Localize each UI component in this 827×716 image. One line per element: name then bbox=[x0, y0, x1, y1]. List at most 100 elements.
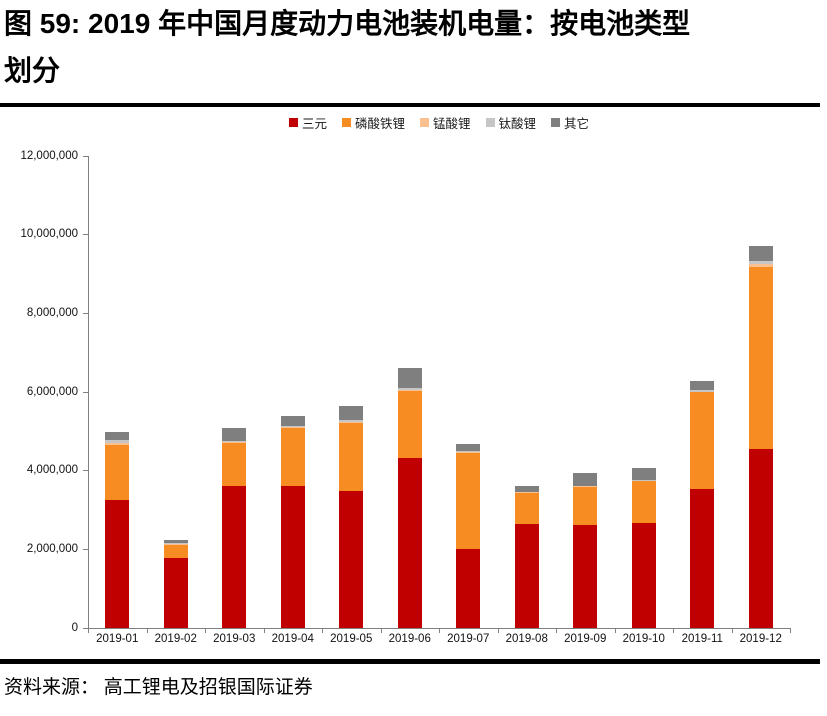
bar-2019-08 bbox=[514, 486, 539, 628]
x-axis-label: 2019-04 bbox=[271, 633, 314, 645]
bar-segment bbox=[339, 491, 364, 628]
bar-segment bbox=[456, 452, 481, 453]
x-axis-tick bbox=[790, 628, 791, 633]
legend-item: 锰酸锂 bbox=[419, 113, 471, 132]
bar-segment bbox=[514, 491, 539, 493]
x-axis-tick bbox=[205, 628, 206, 633]
x-axis-label: 2019-06 bbox=[388, 633, 431, 645]
bar-segment bbox=[339, 423, 364, 492]
bar-segment bbox=[339, 405, 364, 420]
bar-segment bbox=[690, 390, 715, 392]
legend-item: 三元 bbox=[288, 113, 327, 132]
bar-segment bbox=[456, 451, 481, 453]
y-axis-line bbox=[88, 156, 89, 628]
bar-segment bbox=[514, 492, 539, 494]
bar-2019-01 bbox=[105, 432, 130, 628]
bar-segment bbox=[222, 440, 247, 442]
y-axis-label: 0 bbox=[71, 621, 78, 634]
x-axis-label: 2019-01 bbox=[96, 633, 139, 645]
bar-segment bbox=[163, 543, 188, 545]
x-axis-label: 2019-03 bbox=[213, 633, 256, 645]
footer-divider bbox=[0, 659, 820, 664]
bar-segment bbox=[748, 449, 773, 628]
bar-segment bbox=[631, 480, 656, 482]
x-axis-tick bbox=[439, 628, 440, 633]
plot-area: 0 2,000,000 4,000,000 6,000,000 8,000,000 10,… bbox=[20, 150, 791, 645]
x-axis-tick bbox=[322, 628, 323, 633]
bar-segment bbox=[573, 486, 598, 488]
y-axis-tick bbox=[83, 627, 88, 629]
legend-item: 其它 bbox=[551, 113, 589, 132]
x-axis-tick bbox=[614, 628, 616, 633]
x-axis-tick bbox=[731, 628, 733, 633]
x-axis-tick bbox=[673, 628, 674, 633]
bar-2019-11 bbox=[690, 380, 715, 628]
bar-segment bbox=[573, 524, 598, 628]
bar-segment bbox=[456, 443, 481, 452]
legend-label: 钛酸锂 bbox=[498, 116, 537, 131]
bar-segment bbox=[514, 486, 539, 492]
bar-segment bbox=[397, 388, 422, 390]
x-axis-label: 2019-09 bbox=[564, 633, 607, 645]
legend-item: 钛酸锂 bbox=[485, 113, 537, 132]
bar-segment bbox=[339, 421, 364, 424]
y-axis-tick bbox=[83, 548, 88, 550]
bar-segment bbox=[280, 425, 305, 428]
x-axis-tick bbox=[556, 628, 557, 633]
bar-segment bbox=[222, 427, 247, 441]
x-axis-tick bbox=[497, 628, 499, 633]
bar-segment bbox=[690, 391, 715, 393]
bar-segment bbox=[690, 380, 715, 391]
bar-segment bbox=[280, 415, 305, 426]
bar-segment bbox=[631, 467, 656, 480]
figure-title: 图 59: 2019 年中国月度动力电池装机电量：按电池类型 划分 bbox=[4, 0, 822, 94]
bar-segment bbox=[105, 440, 130, 443]
figure-title-line1: 图 59: 2019 年中国月度动力电池装机电量：按电池类型 bbox=[4, 8, 691, 39]
bar-segment bbox=[514, 493, 539, 524]
bar-2019-02 bbox=[163, 539, 188, 628]
bar-segment bbox=[105, 445, 130, 501]
legend-swatch-icon bbox=[341, 117, 351, 127]
bar-segment bbox=[105, 500, 130, 628]
bar-segment bbox=[573, 485, 598, 487]
legend-swatch-icon bbox=[288, 117, 298, 127]
bar-segment bbox=[748, 246, 773, 261]
x-axis-label: 2019-02 bbox=[154, 633, 197, 645]
bar-segment bbox=[222, 443, 247, 486]
bar-segment bbox=[397, 368, 422, 389]
x-axis-label: 2019-10 bbox=[622, 633, 665, 645]
bar-segment bbox=[105, 442, 130, 446]
bar-segment bbox=[280, 486, 305, 628]
bar-2019-05 bbox=[339, 405, 364, 628]
bar-segment bbox=[163, 558, 188, 628]
bar-segment bbox=[631, 479, 656, 481]
legend-label: 三元 bbox=[301, 116, 327, 131]
bar-segment bbox=[222, 441, 247, 444]
y-axis-tick bbox=[83, 391, 88, 393]
bar-segment bbox=[397, 389, 422, 392]
legend-label: 其它 bbox=[564, 116, 590, 131]
x-axis-label: 2019-05 bbox=[330, 633, 373, 645]
legend-swatch-icon bbox=[485, 117, 495, 127]
y-axis-tick bbox=[83, 234, 88, 236]
x-axis-tick bbox=[380, 628, 382, 633]
bar-2019-09 bbox=[573, 473, 598, 628]
bar-segment bbox=[163, 539, 188, 544]
y-axis-label: 8,000,000 bbox=[26, 306, 78, 319]
bar-segment bbox=[748, 263, 773, 267]
bar-2019-06 bbox=[397, 368, 422, 628]
bar-segment bbox=[105, 432, 130, 440]
bar-segment bbox=[573, 473, 598, 486]
bar-2019-07 bbox=[456, 443, 481, 628]
x-axis-label: 2019-11 bbox=[681, 633, 723, 645]
bar-2019-10 bbox=[631, 467, 656, 628]
bar-segment bbox=[631, 522, 656, 628]
bar-segment bbox=[690, 489, 715, 628]
y-axis-tick bbox=[83, 156, 88, 157]
chart-legend: 三元 磷酸铁锂 锰酸锂 钛酸锂 其它 bbox=[88, 113, 790, 131]
legend-swatch-icon bbox=[551, 117, 561, 127]
y-axis-label: 2,000,000 bbox=[26, 542, 78, 555]
bar-segment bbox=[397, 458, 422, 628]
bar-segment bbox=[339, 419, 364, 422]
